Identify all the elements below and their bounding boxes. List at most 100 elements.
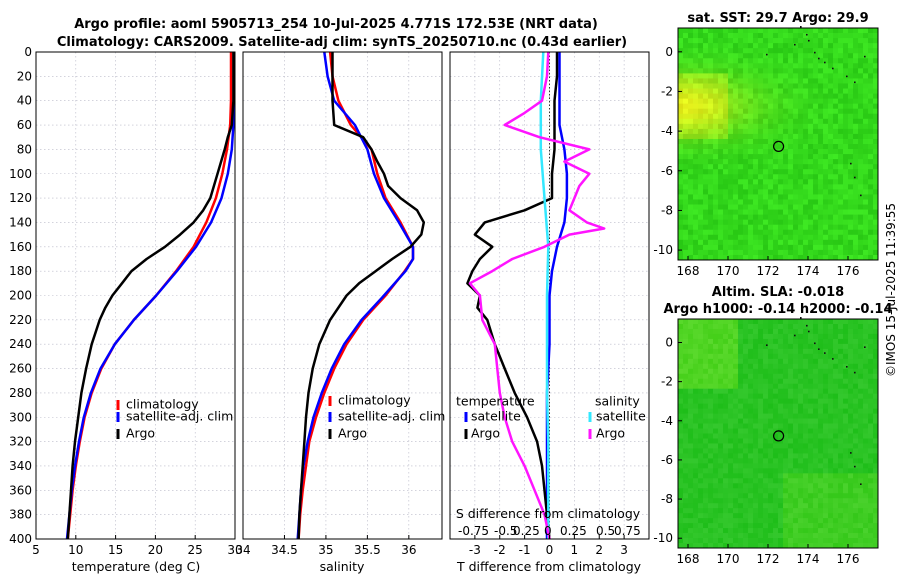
- map-cell: [718, 138, 724, 145]
- map-cell: [738, 483, 744, 489]
- map-cell: [868, 538, 874, 544]
- map-cell: [743, 214, 749, 221]
- map-cell: [753, 453, 759, 459]
- map-cell: [803, 199, 809, 205]
- map-cell: [813, 448, 819, 454]
- map-cell: [863, 113, 869, 120]
- map-cell: [718, 523, 724, 529]
- map-cell: [818, 229, 824, 236]
- map-cell: [828, 189, 834, 195]
- map-cell: [758, 338, 764, 345]
- map-cell: [703, 428, 709, 434]
- map-cell: [703, 328, 709, 335]
- map-cell: [788, 199, 794, 205]
- map-cell: [828, 523, 834, 529]
- map-cell: [848, 103, 854, 110]
- map-cell: [748, 194, 754, 200]
- map-cell: [728, 353, 734, 360]
- map-cell: [803, 333, 809, 340]
- map-cell: [778, 508, 784, 514]
- map-cell: [798, 239, 804, 246]
- map-cell: [823, 408, 829, 414]
- map-cell: [858, 88, 864, 94]
- map-cell: [738, 358, 744, 365]
- map-cell: [848, 254, 854, 261]
- map-cell: [833, 138, 839, 145]
- map-cell: [683, 184, 689, 190]
- map-cell: [773, 528, 779, 534]
- map-cell: [688, 249, 694, 256]
- map-cell: [743, 234, 749, 241]
- salinity-legend: climatology satellite-adj. clim Argo: [328, 393, 445, 441]
- map-cell: [758, 128, 764, 135]
- map-cell: [748, 73, 754, 79]
- map-cell: [773, 533, 779, 539]
- map-cell: [743, 403, 749, 410]
- map-cell: [868, 53, 874, 59]
- map-cell: [703, 319, 709, 325]
- map-cell: [853, 503, 859, 509]
- map-cell: [698, 174, 704, 180]
- map-cell: [868, 543, 874, 549]
- map-cell: [683, 363, 689, 370]
- x-tick-label: -1: [519, 543, 531, 557]
- map-cell: [828, 493, 834, 499]
- map-cell: [873, 138, 879, 145]
- map-cell: [833, 179, 839, 185]
- map-cell: [768, 244, 774, 251]
- map-cell: [753, 128, 759, 135]
- map-cell: [778, 333, 784, 340]
- map-cell: [753, 393, 759, 400]
- map-cell: [838, 493, 844, 499]
- map-cell: [723, 503, 729, 509]
- map-cell: [873, 48, 879, 54]
- map-cell: [833, 128, 839, 135]
- map-cell: [853, 144, 859, 150]
- map-cell: [683, 239, 689, 246]
- map-cell: [828, 348, 834, 355]
- map-cell: [798, 154, 804, 160]
- map-cell: [873, 254, 879, 261]
- map-cell: [743, 418, 749, 424]
- map-cell: [683, 53, 689, 59]
- map-cell: [863, 244, 869, 251]
- map-cell: [728, 448, 734, 454]
- map-cell: [763, 488, 769, 494]
- map-cell: [753, 403, 759, 410]
- map-cell: [828, 133, 834, 140]
- island-dot: [818, 57, 820, 60]
- map-cell: [678, 518, 684, 524]
- map-cell: [698, 533, 704, 539]
- map-cell: [683, 543, 689, 549]
- map-cell: [858, 398, 864, 405]
- map-cell: [728, 214, 734, 221]
- map-cell: [748, 319, 754, 325]
- map-cell: [818, 323, 824, 330]
- map-cell: [798, 478, 804, 484]
- map-cell: [698, 473, 704, 479]
- map-cell: [783, 254, 789, 261]
- map-cell: [868, 174, 874, 180]
- map-cell: [798, 113, 804, 120]
- map-cell: [843, 358, 849, 365]
- map-cell: [718, 333, 724, 340]
- map-cell: [683, 453, 689, 459]
- map-cell: [863, 468, 869, 474]
- map-cell: [723, 363, 729, 370]
- map-cell: [783, 523, 789, 529]
- map-cell: [743, 493, 749, 499]
- map-cell: [833, 338, 839, 345]
- map-cell: [813, 418, 819, 424]
- map-cell: [678, 488, 684, 494]
- map-cell: [773, 508, 779, 514]
- map-cell: [763, 513, 769, 519]
- map-cell: [713, 468, 719, 474]
- map-cell: [693, 403, 699, 410]
- map-cell: [838, 199, 844, 205]
- map-cell: [853, 323, 859, 330]
- map-cell: [708, 53, 714, 59]
- map-cell: [683, 348, 689, 355]
- map-cell: [698, 199, 704, 205]
- map-cell: [828, 43, 834, 49]
- map-cell: [873, 343, 879, 350]
